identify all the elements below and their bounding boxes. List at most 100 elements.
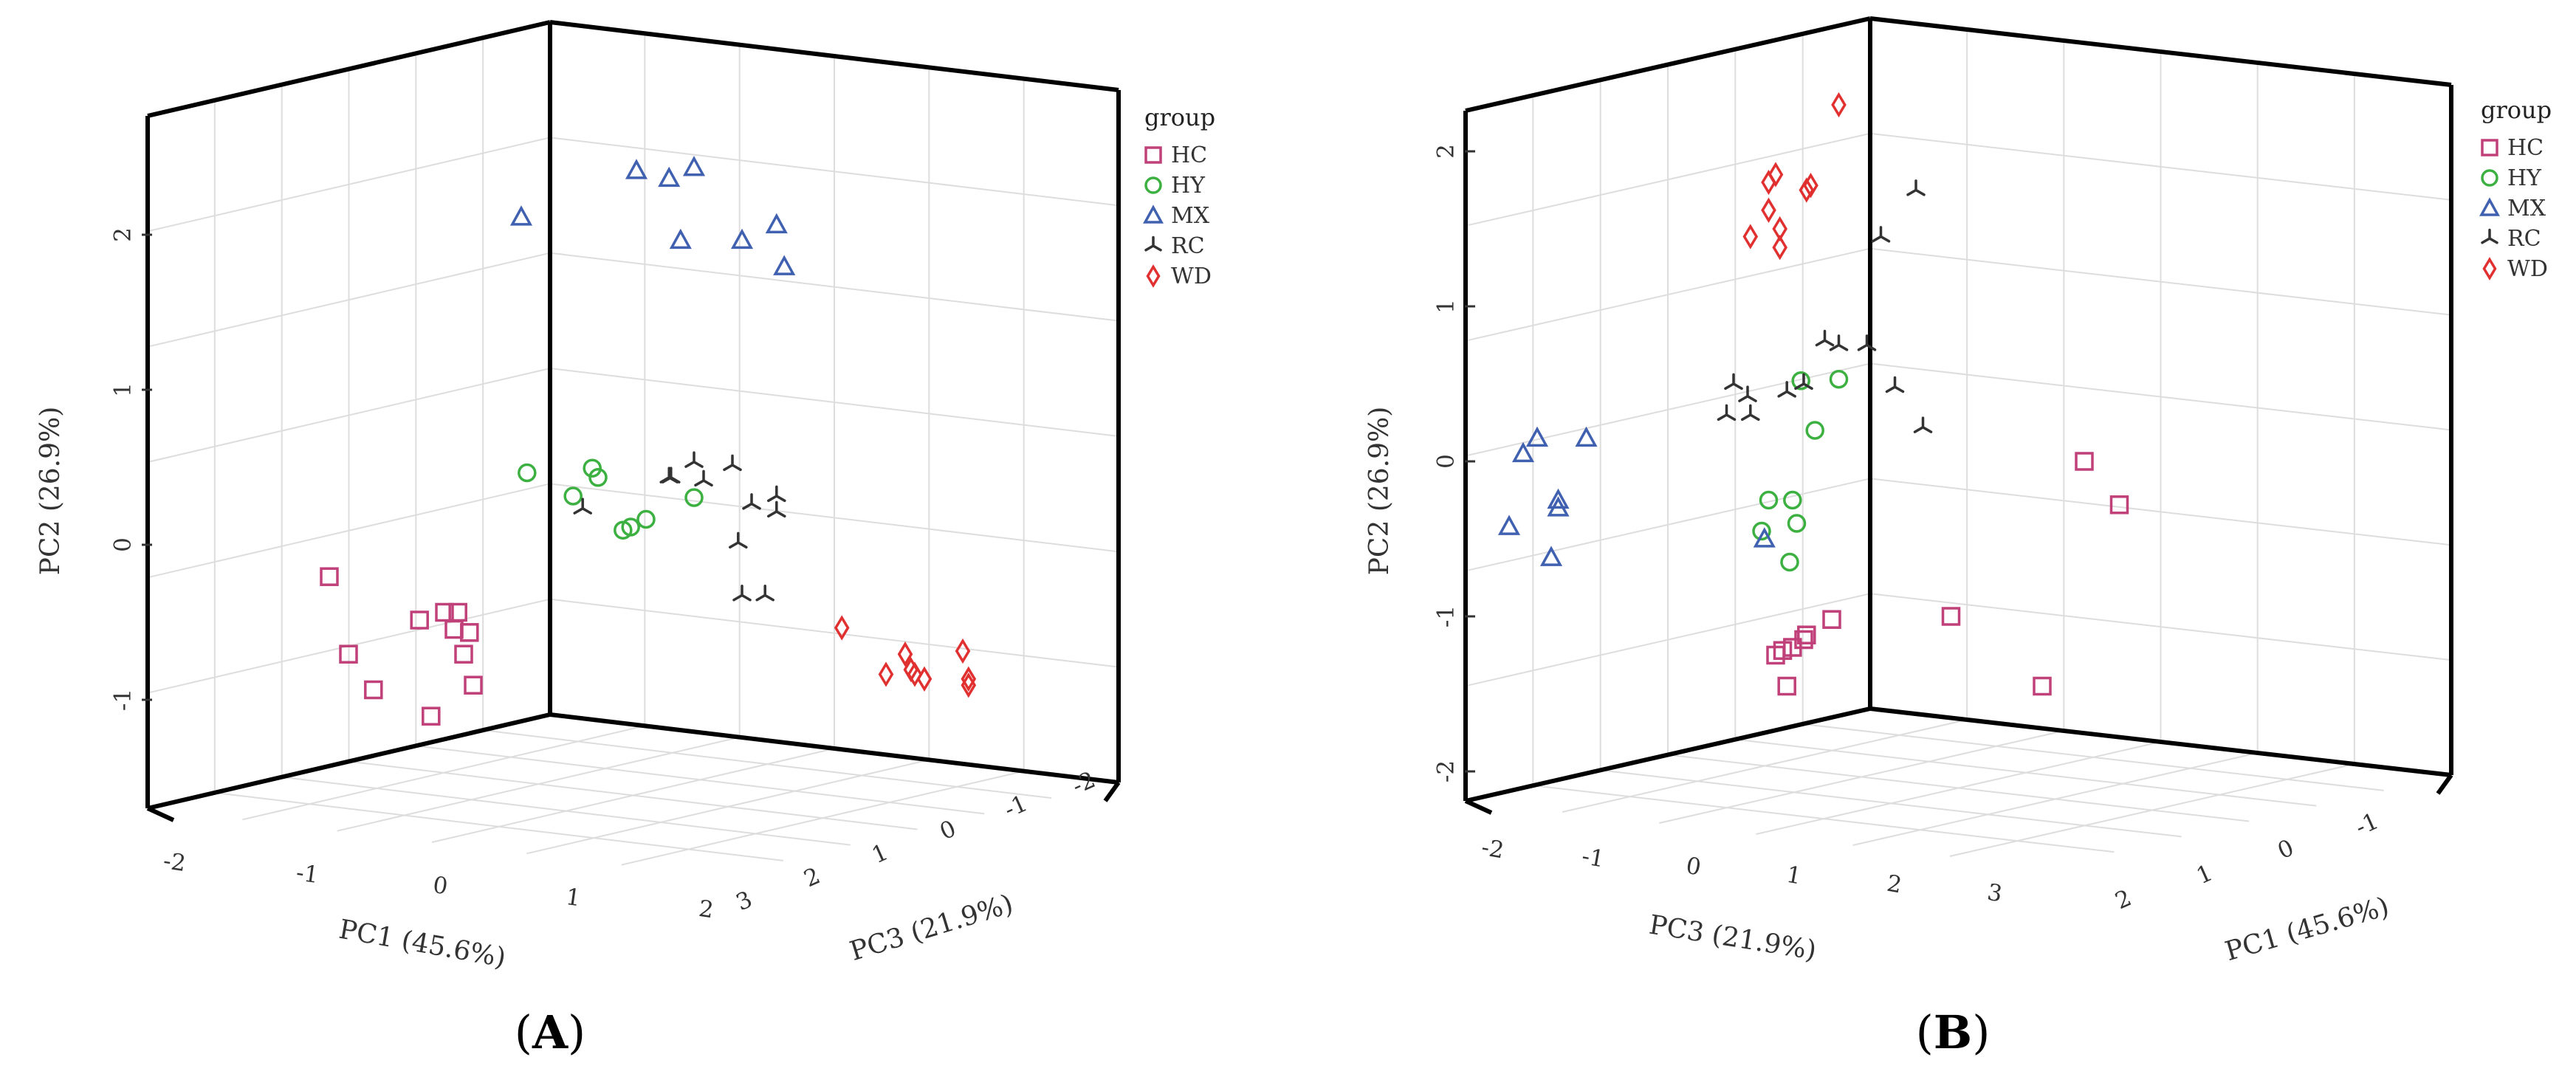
legend-label-mx: MX: [2507, 196, 2546, 221]
y-axis-title: PC2 (26.9%): [35, 407, 66, 576]
z-tick-label: -2: [1068, 766, 1099, 799]
panel-label-a: (A): [515, 1005, 586, 1059]
point-hy: [583, 458, 602, 478]
data-points: [1497, 92, 2129, 696]
point-hc: [2109, 495, 2129, 515]
grid-line: [1949, 763, 2355, 857]
point-hc: [460, 623, 479, 642]
point-wd: [907, 661, 923, 687]
panel-letter-b: B: [1934, 1005, 1972, 1059]
point-hc: [2075, 452, 2094, 471]
svg-text:(A): (A): [515, 1005, 586, 1059]
point-rc: [1829, 334, 1849, 351]
z-tick-label: 1: [868, 839, 893, 869]
legend: group HC HY MX RC WD: [1143, 103, 1215, 289]
legend-label-rc: RC: [1171, 233, 1205, 259]
point-rc: [742, 493, 761, 510]
legend-label-hy: HY: [2507, 165, 2542, 191]
point-hc: [320, 567, 339, 586]
grid-line: [621, 770, 1024, 866]
x-tick-label: -1: [295, 859, 320, 889]
legend-title: group: [1144, 103, 1215, 131]
point-hy: [1791, 371, 1810, 390]
point-mx: [765, 213, 788, 234]
point-rc: [1885, 376, 1905, 393]
legend-label-mx: MX: [1171, 203, 1210, 229]
y-tick-label: -2: [1433, 760, 1460, 782]
x-tick-label: 0: [1684, 853, 1703, 881]
z-tick-label: -1: [2352, 808, 2383, 841]
point-wd: [961, 666, 977, 692]
y-tick-label: -1: [1433, 605, 1460, 627]
x-tick-label: 3: [1985, 879, 2005, 908]
z-axis-title: PC3 (21.9%): [846, 889, 1017, 967]
y-tick-label: 2: [1433, 144, 1460, 159]
point-mx: [1575, 426, 1598, 447]
point-hc: [410, 610, 429, 630]
x-tick-label: 2: [1885, 870, 1904, 899]
x-tick-label: -2: [1480, 834, 1506, 864]
grid-lines: [147, 33, 1119, 866]
y-tick-label: 1: [110, 382, 137, 397]
point-mx: [658, 166, 681, 187]
point-rc: [1906, 179, 1926, 196]
point-rc: [1738, 385, 1757, 402]
point-hc: [435, 602, 454, 622]
box-edge: [146, 806, 175, 822]
legend: group HC HY MX RC WD: [2479, 96, 2552, 282]
point-rc: [755, 585, 774, 602]
point-hc: [1822, 610, 1841, 629]
point-rc: [694, 469, 713, 487]
z-tick-label: 2: [800, 862, 825, 892]
point-mx: [773, 255, 796, 275]
point-mx: [1511, 441, 1535, 463]
legend-marker-wd: [2482, 257, 2497, 281]
point-rc: [1871, 226, 1891, 243]
point-rc: [767, 485, 786, 503]
grid-lines: [1465, 30, 2452, 857]
point-rc: [1857, 334, 1877, 351]
point-wd: [1799, 177, 1815, 203]
point-mx: [1547, 496, 1570, 517]
legend-marker-rc: [1144, 235, 1162, 252]
z-tick-label: 2: [2112, 884, 2136, 915]
point-wd: [955, 638, 971, 664]
legend-label-hc: HC: [2507, 135, 2544, 161]
legend-title: group: [2481, 96, 2552, 124]
point-hy: [1780, 552, 1799, 572]
point-hy: [1829, 369, 1849, 389]
point-hy: [1752, 521, 1771, 541]
x-tick-label: 0: [431, 872, 450, 900]
data-points: [320, 156, 977, 726]
point-hy: [1787, 514, 1807, 533]
z-tick-label: 0: [2274, 834, 2298, 864]
point-hy: [636, 509, 656, 529]
legend-marker-mx: [2479, 197, 2500, 216]
legend-marker-hy: [1144, 176, 1162, 194]
box-edge: [1869, 706, 2452, 777]
legend-label-rc: RC: [2507, 226, 2541, 252]
point-mx: [1753, 527, 1776, 548]
x-tick-label: -2: [162, 847, 188, 877]
point-hy: [684, 488, 704, 507]
point-wd: [1831, 92, 1847, 118]
point-hc: [422, 706, 441, 726]
point-hc: [1766, 645, 1785, 665]
point-wd: [1768, 162, 1784, 187]
point-rc: [767, 500, 786, 518]
box-edge: [1465, 706, 1871, 803]
point-wd: [878, 661, 894, 687]
point-hy: [1783, 490, 1802, 510]
point-mx: [1547, 488, 1570, 509]
box-edge: [1465, 16, 1871, 113]
legend-marker-hy: [2481, 169, 2498, 187]
point-mx: [1497, 515, 1521, 535]
box-edge: [2436, 774, 2453, 795]
legend-label-hc: HC: [1171, 142, 1207, 168]
point-hy: [563, 486, 583, 506]
point-rc: [684, 451, 704, 468]
panel-letter-a: A: [532, 1005, 569, 1059]
legend-label-wd: WD: [2507, 256, 2548, 282]
